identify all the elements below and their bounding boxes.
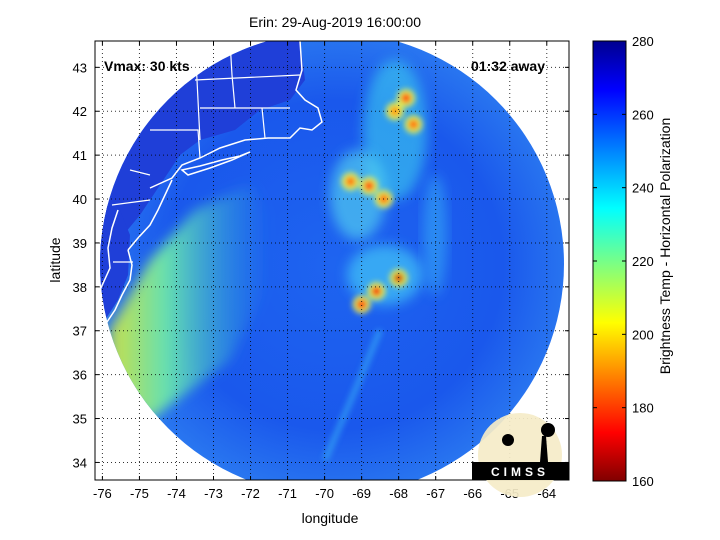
y-tick-label: 37 [73, 324, 87, 339]
x-tick-label: -66 [463, 486, 482, 501]
y-tick-label: 38 [73, 280, 87, 295]
y-tick-label: 36 [73, 368, 87, 383]
logo-banner [472, 462, 569, 480]
colorbar-tick-label: 260 [632, 107, 654, 122]
coastline [95, 41, 323, 416]
grid-lines [95, 41, 569, 480]
logo-radar-dish [502, 434, 514, 446]
y-tick-label: 34 [73, 455, 87, 470]
colorbar-label: Brightness Temp - Horizontal Polarizatio… [657, 118, 673, 375]
cold-core [389, 106, 400, 117]
cloud-band-east [423, 175, 447, 295]
x-tick-label: -74 [167, 486, 186, 501]
cold-core [393, 273, 404, 284]
coastline-carolina [97, 344, 121, 416]
y-tick-label: 35 [73, 412, 87, 427]
coastline-chesapeake [95, 209, 119, 311]
y-tick-label: 40 [73, 192, 87, 207]
vmax-annotation: Vmax: 30 kts [104, 58, 190, 74]
x-tick-label: -71 [278, 486, 297, 501]
time-away-annotation: 01:32 away [471, 58, 545, 74]
coastline-new-jersey [127, 179, 173, 251]
logo-water-tank [541, 423, 555, 437]
axes-frame [94, 40, 570, 481]
cold-core [364, 180, 375, 191]
colorbar-tick-label: 240 [632, 181, 654, 196]
colorbar-tick-label: 180 [632, 401, 654, 416]
colorbar-tick-label: 220 [632, 254, 654, 269]
cloud-band-center [330, 150, 386, 240]
state-borders [111, 41, 301, 263]
x-tick-label: -67 [426, 486, 445, 501]
cold-core [401, 93, 412, 104]
land-delmarva [100, 205, 130, 335]
colorbar [592, 40, 627, 482]
x-tick-label: -69 [352, 486, 371, 501]
coastline-long-island [180, 151, 251, 176]
cold-core [345, 176, 356, 187]
logo-tower [540, 436, 548, 462]
cold-core [408, 119, 419, 130]
cold-core [356, 299, 367, 310]
cloud-band-south [347, 245, 423, 305]
x-tick-label: -70 [315, 486, 334, 501]
x-tick-label: -73 [204, 486, 223, 501]
cimss-logo: CIMSS [472, 413, 569, 497]
y-tick-label: 42 [73, 104, 87, 119]
x-tick-label: -76 [93, 486, 112, 501]
coastal-warm-band [110, 185, 270, 420]
cold-cores [341, 89, 423, 314]
y-tick-label: 39 [73, 236, 87, 251]
logo-text: CIMSS [491, 465, 549, 479]
y-tick-label: 41 [73, 148, 87, 163]
x-tick-label: -68 [389, 486, 408, 501]
y-tick-label: 43 [73, 60, 87, 75]
chart-title: Erin: 29-Aug-2019 16:00:00 [249, 14, 421, 30]
y-axis-label: latitude [47, 237, 63, 282]
colorbar-tick-label: 160 [632, 474, 654, 489]
x-tick-label: -72 [241, 486, 260, 501]
x-tick-labels: -76-75-74-73-72-71-70-69-68-67-66-65-64 [93, 486, 556, 501]
x-tick-label: -75 [130, 486, 149, 501]
cold-core [371, 286, 382, 297]
coastline-new-england [149, 41, 323, 189]
coastline-delmarva [97, 249, 133, 341]
y-tick-labels: 34 35 36 37 38 39 40 41 42 43 [73, 60, 87, 470]
colorbar-tick-label: 200 [632, 327, 654, 342]
colorbar-tick-label: 280 [632, 34, 654, 49]
rain-streak-south [322, 328, 383, 462]
swath-image [100, 41, 564, 480]
x-axis-label: longitude [302, 510, 359, 526]
colorbar-ticks: 160 180 200 220 240 260 280 [593, 34, 654, 489]
